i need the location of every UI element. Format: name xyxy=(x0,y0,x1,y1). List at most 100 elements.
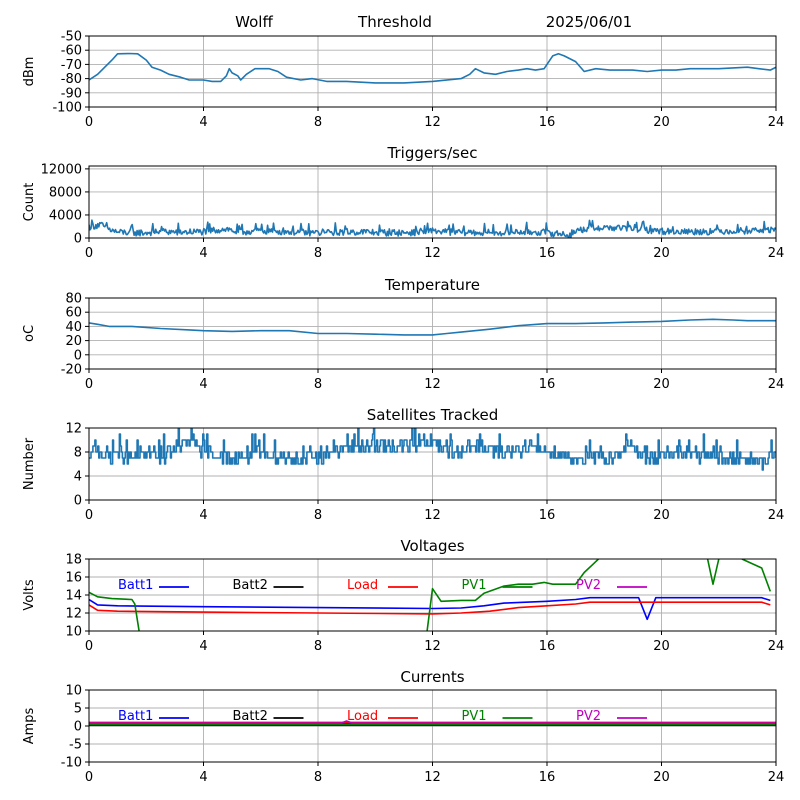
panel-5: 0 4 8 12 16 20 24 10 12 14 16 18 Voltages Volts Batt1 B… xyxy=(22,537,784,654)
y-tick-label: -5 xyxy=(69,738,82,753)
x-tick-label: 20 xyxy=(653,508,670,523)
x-tick-label: 0 xyxy=(85,639,93,654)
x-tick-label: 4 xyxy=(199,508,207,523)
y-tick-label: -20 xyxy=(61,363,82,378)
x-tick-label: 4 xyxy=(199,246,207,261)
series-line-load xyxy=(89,601,771,615)
x-tick-label: 12 xyxy=(424,770,441,785)
y-tick-label: 5 xyxy=(74,702,82,717)
x-tick-label: 0 xyxy=(85,377,93,392)
y-tick-label: -100 xyxy=(52,101,82,116)
y-tick-label: 40 xyxy=(65,320,82,335)
legend-label-batt2: Batt2 xyxy=(233,578,268,593)
panel-2: 0 4 8 12 16 20 24 0 4000 8000 12000 Triggers/sec Cou… xyxy=(22,144,784,261)
header-threshold: Threshold xyxy=(357,13,432,31)
x-tick-label: 8 xyxy=(314,377,322,392)
panel-title: Triggers/sec xyxy=(387,144,478,162)
y-tick-label: 0 xyxy=(74,494,82,509)
y-tick-label: 14 xyxy=(65,589,82,604)
x-tick-label: 16 xyxy=(539,770,556,785)
x-tick-label: 20 xyxy=(653,770,670,785)
y-tick-label: 0 xyxy=(74,720,82,735)
panel-title: Currents xyxy=(400,668,464,686)
legend-label-pv1: PV1 xyxy=(462,709,487,724)
x-tick-label: 20 xyxy=(653,377,670,392)
x-tick-label: 12 xyxy=(424,115,441,130)
x-tick-label: 16 xyxy=(539,639,556,654)
x-tick-label: 16 xyxy=(539,508,556,523)
y-axis-label: oC xyxy=(22,325,37,342)
x-tick-label: 12 xyxy=(424,639,441,654)
y-tick-label: 10 xyxy=(65,625,82,640)
x-tick-label: 8 xyxy=(314,508,322,523)
y-tick-label: 8000 xyxy=(49,185,82,200)
y-tick-label: 18 xyxy=(65,553,82,568)
y-tick-label: 4000 xyxy=(49,208,82,223)
legend-label-batt1: Batt1 xyxy=(118,578,153,593)
header-date: 2025/06/01 xyxy=(546,13,632,31)
x-tick-label: 8 xyxy=(314,770,322,785)
y-axis-label: Number xyxy=(22,437,37,490)
y-tick-label: 20 xyxy=(65,334,82,349)
y-tick-label: 8 xyxy=(74,446,82,461)
panel-1: 0 4 8 12 16 20 24 -100-90-80-70-60-50 dBm xyxy=(22,30,784,131)
x-tick-label: 8 xyxy=(314,639,322,654)
x-tick-label: 24 xyxy=(768,639,785,654)
x-tick-label: 4 xyxy=(199,639,207,654)
panel-title: Temperature xyxy=(384,276,480,294)
x-tick-label: 16 xyxy=(539,246,556,261)
legend-label-batt1: Batt1 xyxy=(118,709,153,724)
x-tick-label: 12 xyxy=(424,246,441,261)
y-tick-label: -50 xyxy=(61,30,82,45)
y-axis-label: Amps xyxy=(22,707,37,744)
panel-title: Voltages xyxy=(400,537,464,555)
x-tick-label: 4 xyxy=(199,377,207,392)
y-tick-label: 12 xyxy=(65,422,82,437)
x-tick-label: 16 xyxy=(539,115,556,130)
legend-label-batt2: Batt2 xyxy=(233,709,268,724)
legend-label-load: Load xyxy=(347,709,378,724)
y-tick-label: -70 xyxy=(61,58,82,73)
x-tick-label: 20 xyxy=(653,246,670,261)
y-tick-label: -60 xyxy=(61,44,82,59)
y-tick-label: 10 xyxy=(65,684,82,699)
y-tick-label: -90 xyxy=(61,86,82,101)
x-tick-label: 20 xyxy=(653,115,670,130)
x-tick-label: 24 xyxy=(768,377,785,392)
x-tick-label: 8 xyxy=(314,115,322,130)
y-tick-label: 12000 xyxy=(41,162,82,177)
series-line xyxy=(89,428,776,471)
x-tick-label: 24 xyxy=(768,115,785,130)
x-tick-label: 20 xyxy=(653,639,670,654)
x-tick-label: 24 xyxy=(768,770,785,785)
y-tick-label: 12 xyxy=(65,607,82,622)
y-tick-label: 16 xyxy=(65,571,82,586)
series-line xyxy=(89,219,776,238)
series-line xyxy=(89,318,776,336)
x-tick-label: 0 xyxy=(85,115,93,130)
x-tick-label: 4 xyxy=(199,115,207,130)
legend-label-pv2: PV2 xyxy=(576,578,601,593)
y-tick-label: -80 xyxy=(61,72,82,87)
header-station: Wolff xyxy=(235,13,273,31)
y-tick-label: 0 xyxy=(74,348,82,363)
x-tick-label: 0 xyxy=(85,508,93,523)
x-tick-label: 0 xyxy=(85,770,93,785)
legend-label-load: Load xyxy=(347,578,378,593)
x-tick-label: 8 xyxy=(314,246,322,261)
y-axis-label: Count xyxy=(22,183,37,222)
series-line-pv2 xyxy=(89,720,776,724)
panel-4: 0 4 8 12 16 20 24 0 4 8 12 Satellites Tracked Number xyxy=(22,406,784,523)
x-tick-label: 16 xyxy=(539,377,556,392)
y-tick-label: -10 xyxy=(61,756,82,771)
y-axis-label: dBm xyxy=(22,57,37,87)
series-line xyxy=(89,52,776,84)
y-tick-label: 80 xyxy=(65,292,82,307)
y-axis-label: Volts xyxy=(22,579,37,611)
legend-label-pv1: PV1 xyxy=(462,578,487,593)
x-tick-label: 12 xyxy=(424,508,441,523)
series-line-pv1 xyxy=(89,559,772,631)
x-tick-label: 4 xyxy=(199,770,207,785)
legend-label-pv2: PV2 xyxy=(576,709,601,724)
